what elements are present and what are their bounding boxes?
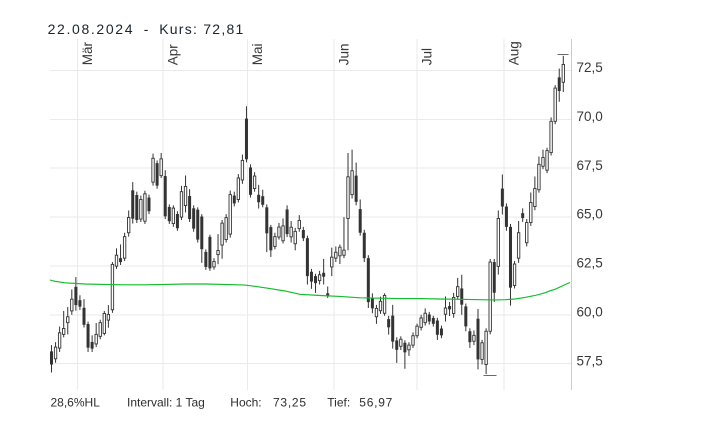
svg-text:Jun: Jun <box>336 44 351 66</box>
svg-text:28,6%HL: 28,6%HL <box>51 396 101 410</box>
svg-text:62,5: 62,5 <box>577 256 603 271</box>
svg-text:Intervall: 1 Tag: Intervall: 1 Tag <box>127 396 205 410</box>
svg-text:60,0: 60,0 <box>577 304 603 319</box>
svg-text:Kurs: 72,81: Kurs: 72,81 <box>159 21 244 37</box>
svg-text:57,5: 57,5 <box>577 353 603 368</box>
svg-text:65,0: 65,0 <box>577 207 603 222</box>
svg-text:67,5: 67,5 <box>577 158 603 173</box>
svg-text:-: - <box>144 21 149 37</box>
svg-text:72,5: 72,5 <box>577 60 603 75</box>
svg-text:Apr: Apr <box>165 44 180 66</box>
svg-text:Hoch:: Hoch: <box>230 396 261 410</box>
svg-text:56,97: 56,97 <box>359 396 393 410</box>
svg-text:Mär: Mär <box>80 42 95 66</box>
svg-text:Aug: Aug <box>506 41 521 65</box>
svg-text:Tief:: Tief: <box>327 396 350 410</box>
svg-text:Mai: Mai <box>250 44 265 66</box>
svg-text:22.08.2024: 22.08.2024 <box>48 21 135 37</box>
svg-text:Jul: Jul <box>419 48 434 65</box>
svg-text:73,25: 73,25 <box>273 396 307 410</box>
svg-text:70,0: 70,0 <box>577 109 603 124</box>
